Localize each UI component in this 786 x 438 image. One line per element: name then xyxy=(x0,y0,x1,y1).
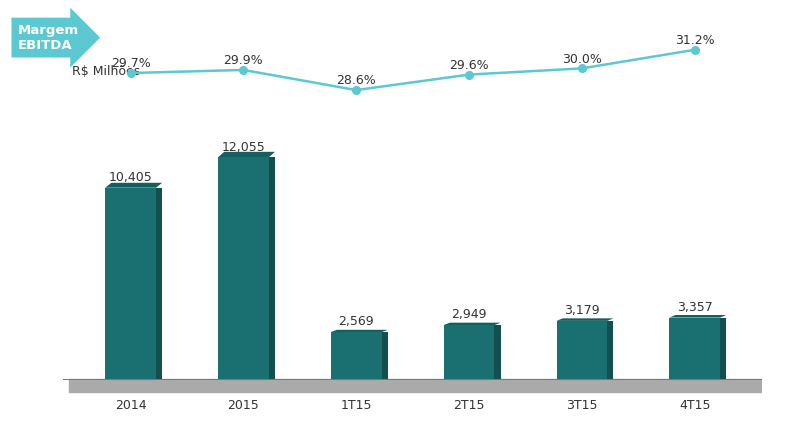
Bar xyxy=(556,321,608,379)
Polygon shape xyxy=(382,332,387,379)
Text: 3,179: 3,179 xyxy=(564,304,600,317)
Polygon shape xyxy=(105,183,162,188)
Text: 10,405: 10,405 xyxy=(108,171,152,184)
Polygon shape xyxy=(608,321,614,379)
Text: 29.7%: 29.7% xyxy=(111,57,150,70)
Text: Margem
EBITDA: Margem EBITDA xyxy=(17,24,79,52)
Bar xyxy=(670,318,720,379)
Text: 12,055: 12,055 xyxy=(222,141,266,154)
Text: 2,949: 2,949 xyxy=(451,308,487,321)
Text: 3,357: 3,357 xyxy=(677,301,713,314)
Polygon shape xyxy=(720,318,726,379)
Text: 29.9%: 29.9% xyxy=(223,54,263,67)
Text: R$ Milhões: R$ Milhões xyxy=(72,65,140,78)
Polygon shape xyxy=(218,152,275,157)
Polygon shape xyxy=(331,330,387,332)
Bar xyxy=(443,325,494,379)
Polygon shape xyxy=(670,315,726,318)
Bar xyxy=(68,379,768,392)
Text: 31.2%: 31.2% xyxy=(675,34,714,47)
Text: 30.0%: 30.0% xyxy=(562,53,602,66)
Polygon shape xyxy=(156,188,162,379)
Text: 2,569: 2,569 xyxy=(339,315,374,328)
Bar xyxy=(218,157,269,379)
Polygon shape xyxy=(443,323,501,325)
Polygon shape xyxy=(556,318,614,321)
Text: 28.6%: 28.6% xyxy=(336,74,376,87)
Bar xyxy=(105,188,156,379)
Polygon shape xyxy=(269,157,275,379)
Polygon shape xyxy=(494,325,501,379)
Bar xyxy=(331,332,382,379)
Text: 29.6%: 29.6% xyxy=(450,59,489,72)
